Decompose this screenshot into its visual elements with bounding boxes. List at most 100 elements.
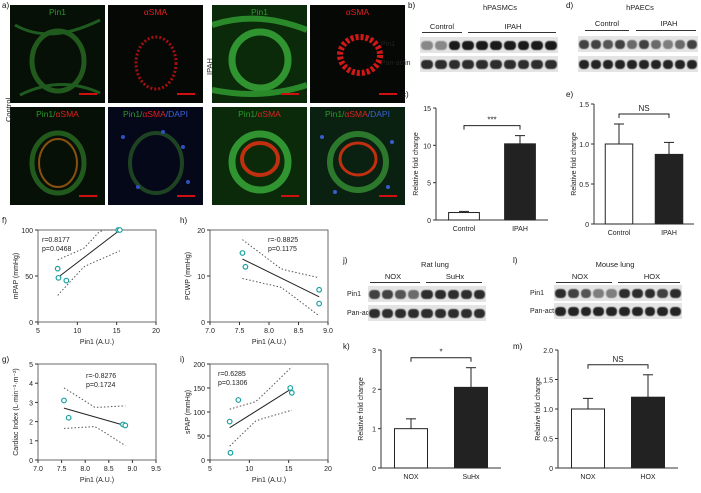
image-ipah-pin1: Pin1	[212, 5, 307, 103]
panel-label-g: g)	[2, 355, 10, 364]
blot-band	[369, 309, 381, 318]
blot-band	[476, 60, 488, 69]
label-asma: αSMA	[143, 7, 168, 17]
blot-band	[615, 40, 625, 49]
plot-frame	[209, 363, 329, 461]
y-tick-label: 200	[193, 362, 205, 369]
row-label-control: Control	[4, 97, 13, 122]
image-ipah-merge-dapi: Pin1/αSMA/DAPI	[310, 107, 405, 205]
group-bracket	[426, 282, 482, 283]
blot-band	[619, 307, 630, 316]
x-tick-label: 8.5	[104, 466, 114, 473]
y-tick-label: 10	[423, 143, 431, 150]
blot-band	[460, 309, 472, 318]
bar-ipah	[504, 143, 536, 221]
scatter-pcwp: 7.0 7.5 8.0 8.5 9.0 0 10 20 Pin1 (A.U.) PCWP (mmH…	[185, 228, 333, 346]
label-merge-dapi: Pin1/αSMA/DAPI	[123, 109, 188, 119]
western-blot-pan-actin	[578, 56, 698, 72]
x-tick-label: 8.5	[294, 328, 304, 335]
y-tick-label: 50	[197, 434, 205, 441]
y-tick-label: 2	[29, 420, 33, 427]
blot-band	[670, 289, 681, 298]
blot-band	[448, 60, 461, 69]
image-control-merge-dapi: Pin1/αSMA/DAPI	[108, 107, 203, 205]
y-tick-label: 1.0	[543, 407, 553, 414]
blot-band	[545, 60, 557, 69]
data-point	[316, 286, 323, 293]
y-tick-label: 100	[193, 410, 205, 417]
blot-band	[490, 60, 502, 69]
data-point	[54, 265, 61, 272]
label-asma: αSMA	[345, 7, 370, 17]
x-tick-label: 15	[113, 328, 121, 335]
y-axis-label: PCWP (mmHg)	[185, 252, 192, 300]
y-tick-label: 15	[423, 106, 431, 113]
confidence-band-upper	[229, 366, 293, 410]
data-point	[63, 277, 70, 284]
label-pin1: Pin1	[48, 7, 66, 17]
y-tick-label: 0	[372, 466, 376, 473]
bar-suhx	[454, 386, 488, 469]
blot-band	[627, 60, 637, 69]
blot-band	[382, 309, 394, 318]
x-tick-label: 10	[245, 466, 253, 473]
significance-bracket	[463, 125, 521, 130]
y-axis-label: Cardiac Index (L·min⁻¹·m⁻²)	[13, 368, 20, 456]
stat-label: r=0.8177	[42, 237, 70, 244]
y-tick-label: 0	[201, 320, 205, 327]
blot-band	[687, 60, 697, 69]
confidence-band-upper	[242, 239, 320, 279]
blot-band	[567, 289, 579, 298]
x-tick-label: NOX	[403, 474, 419, 481]
blot-band	[369, 290, 381, 299]
data-point	[65, 414, 72, 421]
blot-group-nox: NOX	[571, 272, 589, 281]
data-point	[235, 397, 242, 403]
significance-label: ***	[487, 116, 496, 125]
y-tick-label: 0	[29, 458, 33, 465]
x-tick-label: NOX	[580, 474, 596, 481]
bar-chart-mouse-lung: 0 0.5 1.0 1.5 2.0 Relative fold change NOX HOX N…	[535, 348, 678, 481]
group-bracket	[422, 32, 462, 33]
panel-label-b: b)	[408, 1, 416, 10]
label-pin1: Pin1	[250, 7, 268, 17]
blot-band	[606, 289, 617, 298]
y-tick-label: 50	[25, 274, 33, 281]
blot-band	[606, 307, 617, 316]
x-tick-label: HOX	[640, 474, 656, 481]
x-tick-label: IPAH	[661, 230, 677, 237]
y-tick-label: 0	[549, 466, 553, 473]
bar-nox	[571, 408, 605, 469]
blot-band	[639, 60, 649, 69]
panel-label-a: a)	[2, 1, 10, 10]
blot-band	[675, 40, 685, 49]
blot-band	[675, 60, 685, 69]
significance-bracket	[410, 357, 472, 362]
y-tick-label: 1	[29, 439, 33, 446]
blot-title-rat-lung: Rat lung	[421, 260, 449, 269]
blot-band	[663, 40, 673, 49]
panel-label-l: l)	[513, 256, 518, 265]
x-tick-label: 5	[208, 466, 212, 473]
blot-band	[382, 290, 394, 299]
stat-label: r=0.6285	[218, 371, 246, 378]
x-tick-label: 7.0	[205, 328, 215, 335]
x-tick-label: 15	[285, 466, 293, 473]
blot-band	[631, 307, 643, 316]
panel-label-h: h)	[180, 216, 188, 225]
blot-band	[434, 41, 447, 50]
y-axis-label: Relative fold change	[535, 377, 542, 441]
y-tick-label: 100	[21, 228, 33, 235]
x-tick-label: 7.5	[57, 466, 67, 473]
plot-frame	[37, 363, 157, 461]
blot-title-hpaecs: hPAECs	[626, 3, 654, 12]
blot-band	[651, 40, 661, 49]
data-point	[61, 397, 67, 404]
y-tick-label: 0	[29, 320, 33, 327]
data-point	[227, 449, 234, 456]
data-point	[122, 422, 129, 429]
bar-control	[448, 212, 480, 221]
bar-hox	[631, 396, 665, 469]
blot-band	[657, 289, 669, 298]
western-blot-pin1	[578, 36, 698, 52]
